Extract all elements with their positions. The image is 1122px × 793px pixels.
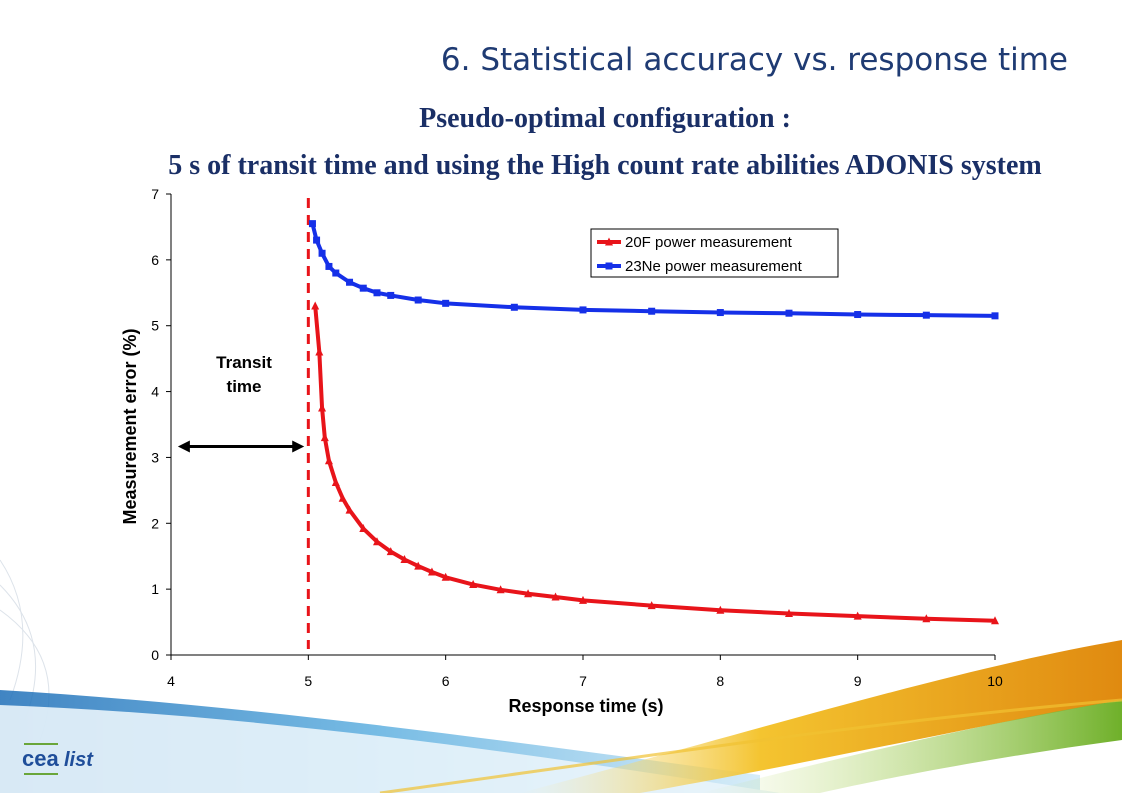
series-point-0 bbox=[320, 433, 329, 442]
series-point-0 bbox=[359, 524, 368, 533]
series-point-1 bbox=[510, 303, 518, 311]
series-point-1 bbox=[442, 299, 450, 307]
series-point-0 bbox=[373, 537, 381, 546]
blue-swoosh-light bbox=[0, 705, 780, 793]
series-point-0 bbox=[338, 493, 347, 502]
chart-legend: 20F power measurement 23Ne power measurem… bbox=[590, 228, 839, 278]
series-point-0 bbox=[414, 561, 423, 570]
gold-swoosh bbox=[520, 640, 1122, 793]
series-point-0 bbox=[315, 347, 324, 356]
series-point-1 bbox=[359, 284, 367, 292]
series-point-0 bbox=[324, 456, 333, 465]
x-tick-label: 4 bbox=[167, 673, 175, 689]
x-tick-label: 9 bbox=[854, 673, 862, 689]
green-swoosh bbox=[700, 700, 1122, 793]
series-point-0 bbox=[647, 601, 656, 610]
legend-marker-0 bbox=[605, 237, 613, 246]
series-point-0 bbox=[922, 614, 931, 623]
legend-box bbox=[590, 228, 839, 278]
y-tick-label: 6 bbox=[151, 252, 159, 268]
chart-axes: 0 1 2 3 4 5 6 7 4 5 6 7 8 9 10 Response time (s) Measure… bbox=[120, 186, 1003, 716]
series-point-0 bbox=[853, 611, 862, 620]
y-tick-label: 4 bbox=[151, 384, 159, 400]
series-point-0 bbox=[345, 505, 354, 514]
series-point-1 bbox=[414, 296, 422, 304]
series-point-0 bbox=[386, 547, 395, 556]
subtitle-configuration: Pseudo-optimal configuration : bbox=[419, 103, 791, 134]
series-point-0 bbox=[524, 589, 533, 598]
legend-label-1: 23Ne power measurement bbox=[625, 258, 803, 275]
slide-title: 6. Statistical accuracy vs. response tim… bbox=[440, 42, 1068, 78]
series-point-1 bbox=[854, 311, 862, 319]
series-point-0 bbox=[991, 616, 999, 625]
transit-label-line1: Transit bbox=[216, 353, 272, 372]
legend-label-0: 20F power measurement bbox=[625, 234, 793, 251]
y-tick-label: 5 bbox=[151, 318, 159, 334]
series-point-1 bbox=[648, 307, 656, 315]
series-point-1 bbox=[318, 249, 326, 257]
series-point-0 bbox=[716, 605, 725, 614]
gold-thin-swoosh bbox=[379, 698, 1122, 793]
cea-list-logo-mark: cea list bbox=[22, 743, 94, 775]
y-tick-label: 1 bbox=[151, 581, 159, 597]
transit-label-line2: time bbox=[227, 377, 262, 396]
series-point-0 bbox=[441, 572, 450, 581]
series-line-0 bbox=[313, 305, 996, 623]
chart-annotations: Transit time bbox=[177, 198, 310, 649]
y-tick-label: 2 bbox=[151, 515, 159, 531]
cea-list-logo: cea list bbox=[22, 738, 122, 786]
series-point-1 bbox=[308, 220, 316, 228]
x-axis-title: Response time (s) bbox=[508, 696, 663, 716]
series-point-0 bbox=[785, 609, 793, 618]
series-point-1 bbox=[922, 311, 930, 319]
series-point-0 bbox=[400, 555, 409, 564]
transit-arrow-head-left bbox=[177, 440, 190, 453]
y-axis-title: Measurement error (%) bbox=[120, 328, 140, 524]
transit-arrow-head-right bbox=[292, 440, 305, 453]
series-point-1 bbox=[332, 269, 340, 277]
series-point-0 bbox=[579, 595, 587, 604]
series-point-0 bbox=[318, 403, 327, 412]
series-point-1 bbox=[579, 306, 587, 314]
series-point-1 bbox=[785, 309, 793, 317]
series-point-0 bbox=[496, 585, 505, 594]
series-point-0 bbox=[427, 567, 436, 576]
legend-marker-1 bbox=[605, 262, 613, 270]
series-point-1 bbox=[387, 291, 395, 299]
series-point-1 bbox=[346, 278, 354, 286]
series-point-1 bbox=[716, 309, 724, 317]
series-point-0 bbox=[469, 580, 478, 589]
series-point-1 bbox=[991, 312, 999, 320]
y-tick-label: 3 bbox=[151, 449, 159, 465]
x-tick-label: 10 bbox=[987, 673, 1003, 689]
logo-cea-text: cea bbox=[22, 746, 59, 771]
series-point-1 bbox=[373, 289, 381, 297]
series-point-1 bbox=[325, 262, 333, 270]
subtitle-description: 5 s of transit time and using the High c… bbox=[168, 150, 1042, 181]
chart-plot-area bbox=[308, 220, 999, 625]
series-point-0 bbox=[331, 477, 340, 486]
x-tick-label: 7 bbox=[579, 673, 587, 689]
x-tick-label: 5 bbox=[304, 673, 312, 689]
x-tick-label: 8 bbox=[716, 673, 724, 689]
logo-list-text: list bbox=[64, 749, 94, 771]
x-tick-label: 6 bbox=[442, 673, 450, 689]
series-point-0 bbox=[311, 301, 320, 310]
series-point-0 bbox=[551, 592, 560, 601]
series-point-1 bbox=[313, 236, 321, 244]
y-tick-label: 7 bbox=[151, 186, 159, 202]
y-tick-label: 0 bbox=[151, 647, 159, 663]
